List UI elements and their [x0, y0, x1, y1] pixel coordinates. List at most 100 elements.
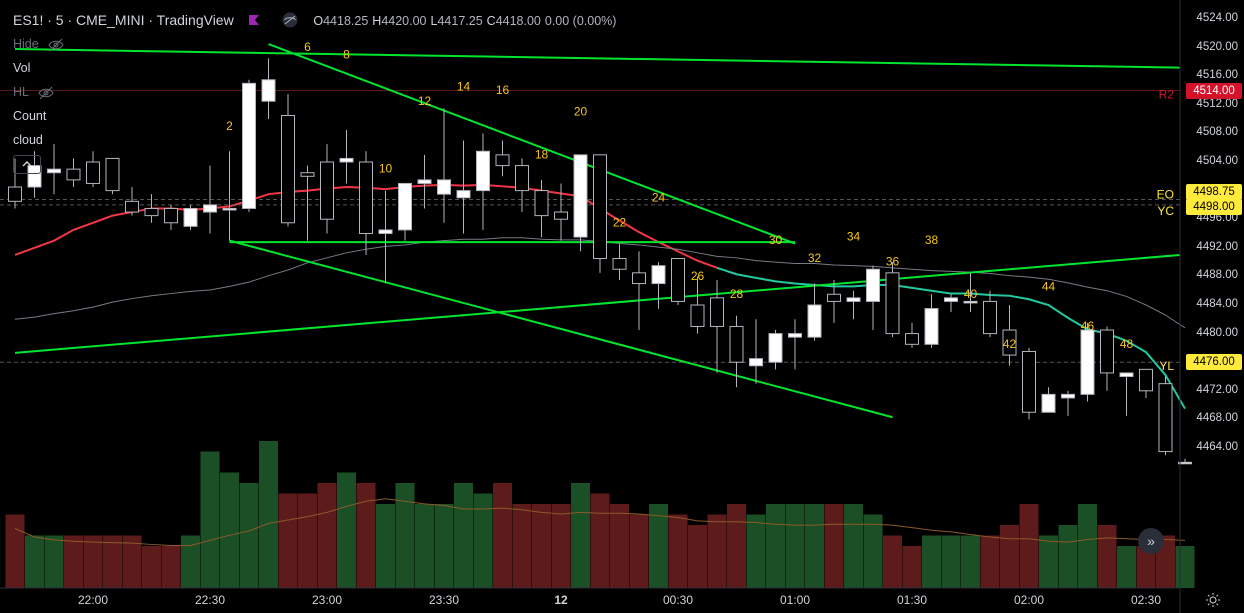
candle-body [710, 297, 724, 327]
bar-count-label: 24 [652, 190, 666, 204]
eye-crossed-icon[interactable] [48, 38, 64, 52]
eye-crossed-icon[interactable] [38, 86, 54, 100]
symbol-title[interactable]: ES1! · 5 · CME_MINI · TradingView [13, 12, 234, 28]
candle-body [534, 190, 549, 217]
bar-count-label: 6 [304, 40, 311, 54]
gear-icon[interactable] [1205, 592, 1221, 608]
volume-bar [766, 504, 785, 588]
candle-body [8, 186, 22, 202]
candle-body [671, 258, 685, 302]
bar-count-label: 18 [535, 147, 549, 161]
candle-body [437, 179, 451, 195]
price-tick-label: 4508.00 [1196, 126, 1238, 139]
volume-bar [785, 504, 805, 588]
level-label: YC [1157, 204, 1174, 218]
trendlines[interactable] [14, 43, 1181, 419]
candlesticks [8, 58, 1192, 465]
candle-body [1100, 329, 1114, 374]
volume-bar [5, 514, 25, 588]
indicator-count[interactable]: Count [13, 109, 47, 123]
volume-bar [902, 546, 922, 588]
candle-body [924, 308, 939, 345]
candle-body [963, 300, 978, 304]
volume-bar [103, 535, 122, 588]
candle-body [554, 211, 568, 220]
bar-count-label: 10 [379, 162, 393, 176]
price-badge: 4498.75 [1186, 183, 1242, 200]
candle-body [1139, 368, 1153, 392]
candle-body [515, 165, 529, 192]
indicator-cloud[interactable]: cloud [13, 133, 43, 147]
indicator-hl[interactable]: HL [13, 85, 54, 100]
volume-bar [922, 535, 941, 588]
volume-bar [1078, 504, 1097, 588]
ohlc-value: 4420.00 [381, 14, 427, 28]
price-tick-label: 4512.00 [1196, 97, 1238, 110]
volume-bar [259, 441, 278, 588]
candle-body [476, 150, 490, 192]
time-tick-label: 01:00 [779, 593, 811, 607]
price-badge: 4498.00 [1186, 198, 1242, 215]
candle-body [320, 161, 334, 220]
indicator-hl-label[interactable]: HL [13, 85, 29, 99]
collapse-legend-button[interactable] [13, 155, 41, 174]
volume-bar [415, 504, 434, 588]
eye-hidden-icon[interactable] [281, 11, 299, 29]
time-tick-label: 12 [554, 593, 568, 607]
flag-icon[interactable] [248, 14, 260, 26]
candle-body [378, 229, 393, 235]
trendline [14, 48, 1181, 69]
price-badge: 4514.00 [1186, 82, 1242, 99]
ohlc-value: 4418.25 [323, 14, 369, 28]
volume-bar [395, 483, 415, 588]
time-tick-label: 02:30 [1130, 593, 1162, 607]
candle-body [690, 304, 705, 327]
volume-bar [688, 525, 707, 588]
volume-bar [181, 535, 200, 588]
volume-bar [863, 514, 883, 588]
candle-body [86, 161, 100, 184]
time-tick-label: 22:00 [77, 593, 109, 607]
ohlc-values: O4418.25 H4420.00 L4417.25 C4418.00 0.00 (0.… [313, 14, 620, 28]
candle-body [612, 258, 627, 270]
bar-count-label: 34 [847, 230, 861, 244]
candle-body [242, 82, 256, 209]
candle-body [261, 79, 276, 102]
candle-body [47, 168, 61, 174]
candle-body [632, 272, 646, 285]
price-badge: 4476.00 [1186, 354, 1242, 371]
volume-bar [629, 514, 649, 588]
volume-bar [161, 546, 181, 588]
hide-indicators-row[interactable]: Hide [13, 37, 64, 52]
bar-count-label: 2 [226, 119, 233, 133]
level-label: YL [1159, 359, 1174, 373]
candle-body [144, 207, 159, 217]
chevron-up-icon [22, 161, 32, 167]
scroll-to-realtime-button[interactable]: » [1138, 528, 1164, 554]
volume-bar [571, 483, 590, 588]
hide-label[interactable]: Hide [13, 37, 39, 51]
candle-body [807, 304, 822, 338]
volume-bar [844, 504, 863, 588]
price-tick-label: 4464.00 [1196, 441, 1238, 453]
indicator-vol[interactable]: Vol [13, 61, 31, 75]
chart-header: ES1! · 5 · CME_MINI · TradingView O4418.… [13, 11, 620, 29]
price-tick-label: 4488.00 [1196, 269, 1238, 282]
bar-count-label: 32 [808, 251, 822, 265]
bar-count-label: 42 [1003, 337, 1017, 351]
bar-count-label: 44 [1042, 280, 1056, 294]
volume-bar [1000, 525, 1019, 588]
candle-body [222, 207, 237, 211]
volume-bar [317, 483, 337, 588]
candle-body [749, 358, 763, 367]
candle-body [1061, 393, 1075, 399]
volume-bar [454, 483, 473, 588]
volume-bar [590, 493, 610, 588]
price-axis[interactable]: 4464.00 4468.00 4472.00 4476.00 4480.00 4484.… [1184, 0, 1244, 590]
candle-body [66, 168, 81, 181]
time-tick-label: 22:30 [194, 593, 226, 607]
volume-bar [746, 514, 766, 588]
volume-ma-line [14, 498, 1186, 546]
